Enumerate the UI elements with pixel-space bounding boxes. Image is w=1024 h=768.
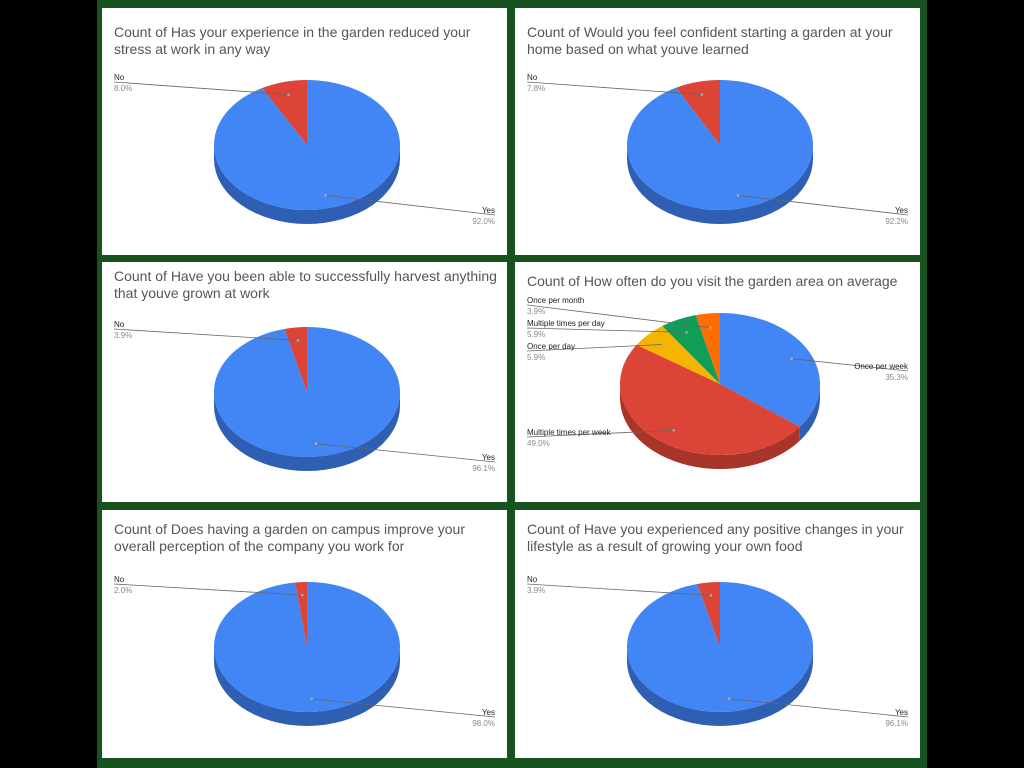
pie-chart: Yes 92.0% No 8.0% xyxy=(113,73,496,226)
slice-label-once-per-week: Once per week xyxy=(854,362,909,371)
chart-title: Count of Have you experienced any positi… xyxy=(527,521,904,554)
slice-percent-once-per-day: 5.9% xyxy=(527,353,545,362)
leader-line-no xyxy=(526,583,711,596)
leader-line-multiple-times-per-day xyxy=(526,327,687,333)
leader-dot xyxy=(700,93,704,96)
leader-line-once-per-month xyxy=(526,304,711,329)
slice-label-multiple-times-per-day: Multiple times per day xyxy=(527,319,605,328)
chart-title: Count of Would you feel confident starti… xyxy=(527,24,893,57)
pie-slice-no xyxy=(295,582,307,647)
leader-dot xyxy=(301,593,304,597)
chart-panel-lifestyle: Count of Have you experienced any positi… xyxy=(515,510,920,758)
leader-dot xyxy=(287,93,290,96)
leader-line-multiple-times-per-week xyxy=(526,429,674,438)
slice-label-no: No xyxy=(527,73,538,82)
pie-slice-once-per-month xyxy=(695,313,720,384)
leader-dot xyxy=(672,429,676,432)
leader-dot xyxy=(296,339,300,342)
leader-dot xyxy=(314,442,318,445)
leader-dot xyxy=(685,331,688,334)
pie-side-once-per-week xyxy=(799,384,820,441)
pie-slice-yes xyxy=(213,582,400,712)
leader-dot xyxy=(708,326,712,329)
slice-percent-no: 8.0% xyxy=(114,84,132,93)
pie-chart: Yes 96.1% No 3.9% xyxy=(526,575,909,728)
pie-side-yes xyxy=(627,647,813,726)
pie-chart: Yes 98.0% No 2.0% xyxy=(113,575,496,728)
slice-percent-yes: 98.0% xyxy=(472,719,495,728)
leader-line-once-per-week xyxy=(791,358,909,372)
pie-slice-no xyxy=(697,582,720,647)
slice-percent-multiple-times-per-day: 5.9% xyxy=(527,330,545,339)
slice-label-yes: Yes xyxy=(895,708,908,717)
pie-slice-once-per-day xyxy=(636,326,720,384)
slice-label-once-per-month: Once per month xyxy=(527,296,584,305)
chart-panel-visit-frequency: Count of How often do you visit the gard… xyxy=(515,262,920,502)
pie-chart: Yes 92.2% No 7.8% xyxy=(526,73,909,226)
leader-dot xyxy=(324,194,327,197)
slice-label-no: No xyxy=(114,73,125,82)
chart-title: Count of Does having a garden on campus … xyxy=(114,521,465,554)
chart-panel-confidence: Count of Would you feel confident starti… xyxy=(515,8,920,255)
slice-percent-no: 3.9% xyxy=(114,331,132,340)
chart-title: Count of How often do you visit the gard… xyxy=(527,273,898,289)
leader-line-no xyxy=(113,583,303,596)
leader-dot xyxy=(661,343,664,346)
chart-panel-harvest: Count of Have you been able to successfu… xyxy=(102,262,507,502)
leader-dot xyxy=(709,594,713,597)
pie-slice-no xyxy=(284,327,307,392)
chart-panel-stress: Count of Has your experience in the gard… xyxy=(102,8,507,255)
leader-dot xyxy=(736,194,740,197)
leader-line-yes xyxy=(311,698,496,718)
pie-side-yes xyxy=(627,145,813,224)
slice-percent-yes: 92.2% xyxy=(885,217,908,226)
slice-percent-once-per-month: 3.9% xyxy=(527,307,545,316)
leader-line-yes xyxy=(325,194,496,216)
slice-percent-multiple-times-per-week: 49.0% xyxy=(527,439,550,448)
slice-percent-yes: 96.1% xyxy=(472,464,495,473)
slice-percent-no: 7.8% xyxy=(527,84,545,93)
pie-slice-once-per-week xyxy=(720,313,820,427)
pie-side-multiple-times-per-week xyxy=(620,384,800,470)
slice-label-no: No xyxy=(114,320,125,329)
chart-panel-perception: Count of Does having a garden on campus … xyxy=(102,510,507,758)
slice-percent-once-per-week: 35.3% xyxy=(885,373,908,382)
slice-percent-yes: 92.0% xyxy=(472,217,495,226)
slice-percent-no: 2.0% xyxy=(114,586,132,595)
pie-side-yes xyxy=(214,145,400,224)
leader-dot xyxy=(727,697,731,700)
pie-side-yes xyxy=(214,392,400,471)
slice-label-yes: Yes xyxy=(482,206,495,215)
slice-percent-yes: 96.1% xyxy=(885,719,908,728)
leader-dot xyxy=(790,357,793,360)
chart-title: Count of Have you been able to successfu… xyxy=(114,268,497,301)
pie-chart: Once per week 35.3% Multiple times per wee… xyxy=(526,296,909,470)
pie-side-yes xyxy=(214,647,400,726)
pie-slice-no xyxy=(676,80,720,145)
leader-line-no xyxy=(113,328,298,341)
slice-label-no: No xyxy=(527,575,538,584)
slice-label-once-per-day: Once per day xyxy=(527,342,575,351)
leader-line-yes xyxy=(729,698,909,718)
dashboard-frame: Count of Has your experience in the gard… xyxy=(97,0,927,768)
pie-chart: Yes 96.1% No 3.9% xyxy=(113,320,496,473)
pie-slice-no xyxy=(262,80,307,145)
leader-line-no xyxy=(526,81,702,95)
leader-line-once-per-day xyxy=(526,344,663,352)
pie-slice-multiple-times-per-week xyxy=(619,344,800,456)
slice-label-no: No xyxy=(114,575,125,584)
leader-line-yes xyxy=(316,443,496,463)
slice-label-yes: Yes xyxy=(482,453,495,462)
slice-label-yes: Yes xyxy=(482,708,495,717)
leader-dot xyxy=(310,697,313,701)
leader-line-no xyxy=(113,81,289,96)
slice-percent-no: 3.9% xyxy=(527,586,545,595)
slice-label-multiple-times-per-week: Multiple times per week xyxy=(527,428,612,437)
chart-title: Count of Has your experience in the gard… xyxy=(114,24,471,57)
slice-label-yes: Yes xyxy=(895,206,908,215)
leader-line-yes xyxy=(738,195,909,216)
